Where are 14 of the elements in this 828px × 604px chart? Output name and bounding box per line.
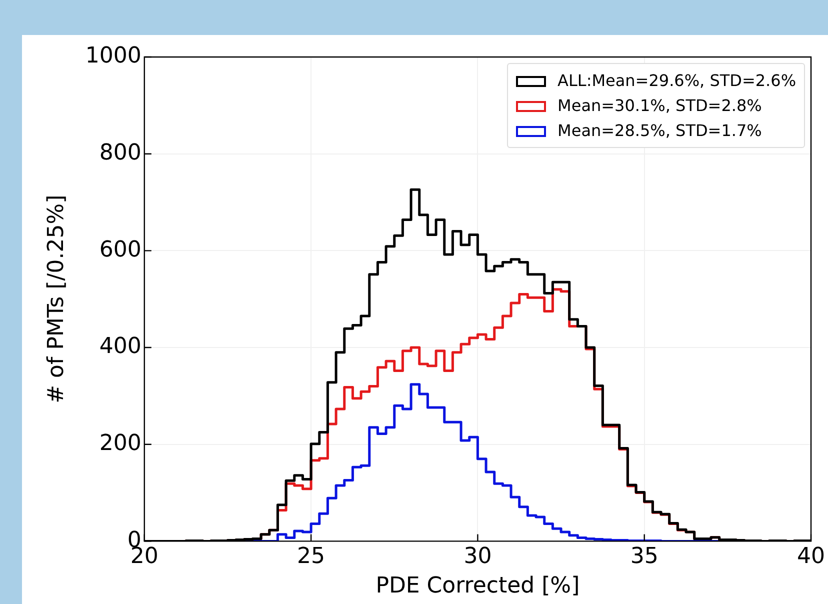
x-tick-label: 40 — [797, 544, 826, 570]
x-tick-label: 35 — [630, 544, 658, 570]
legend-label: ALL:Mean=29.6%, STD=2.6% — [558, 71, 796, 90]
x-tick-label: 25 — [297, 544, 326, 570]
x-tick-label: 30 — [464, 544, 492, 570]
y-axis-title: # of PMTs [/0.25%] — [44, 194, 69, 404]
y-tick-label: 1000 — [85, 44, 142, 69]
x-axis-title: PDE Corrected [%] — [376, 574, 580, 599]
legend-label: Mean=30.1%, STD=2.8% — [558, 96, 762, 115]
y-tick-label: 800 — [99, 140, 142, 166]
y-tick-label: 600 — [99, 237, 142, 262]
legend-label: Mean=28.5%, STD=1.7% — [558, 121, 762, 140]
y-tick-label: 400 — [99, 334, 142, 360]
y-tick-label: 200 — [99, 431, 142, 456]
